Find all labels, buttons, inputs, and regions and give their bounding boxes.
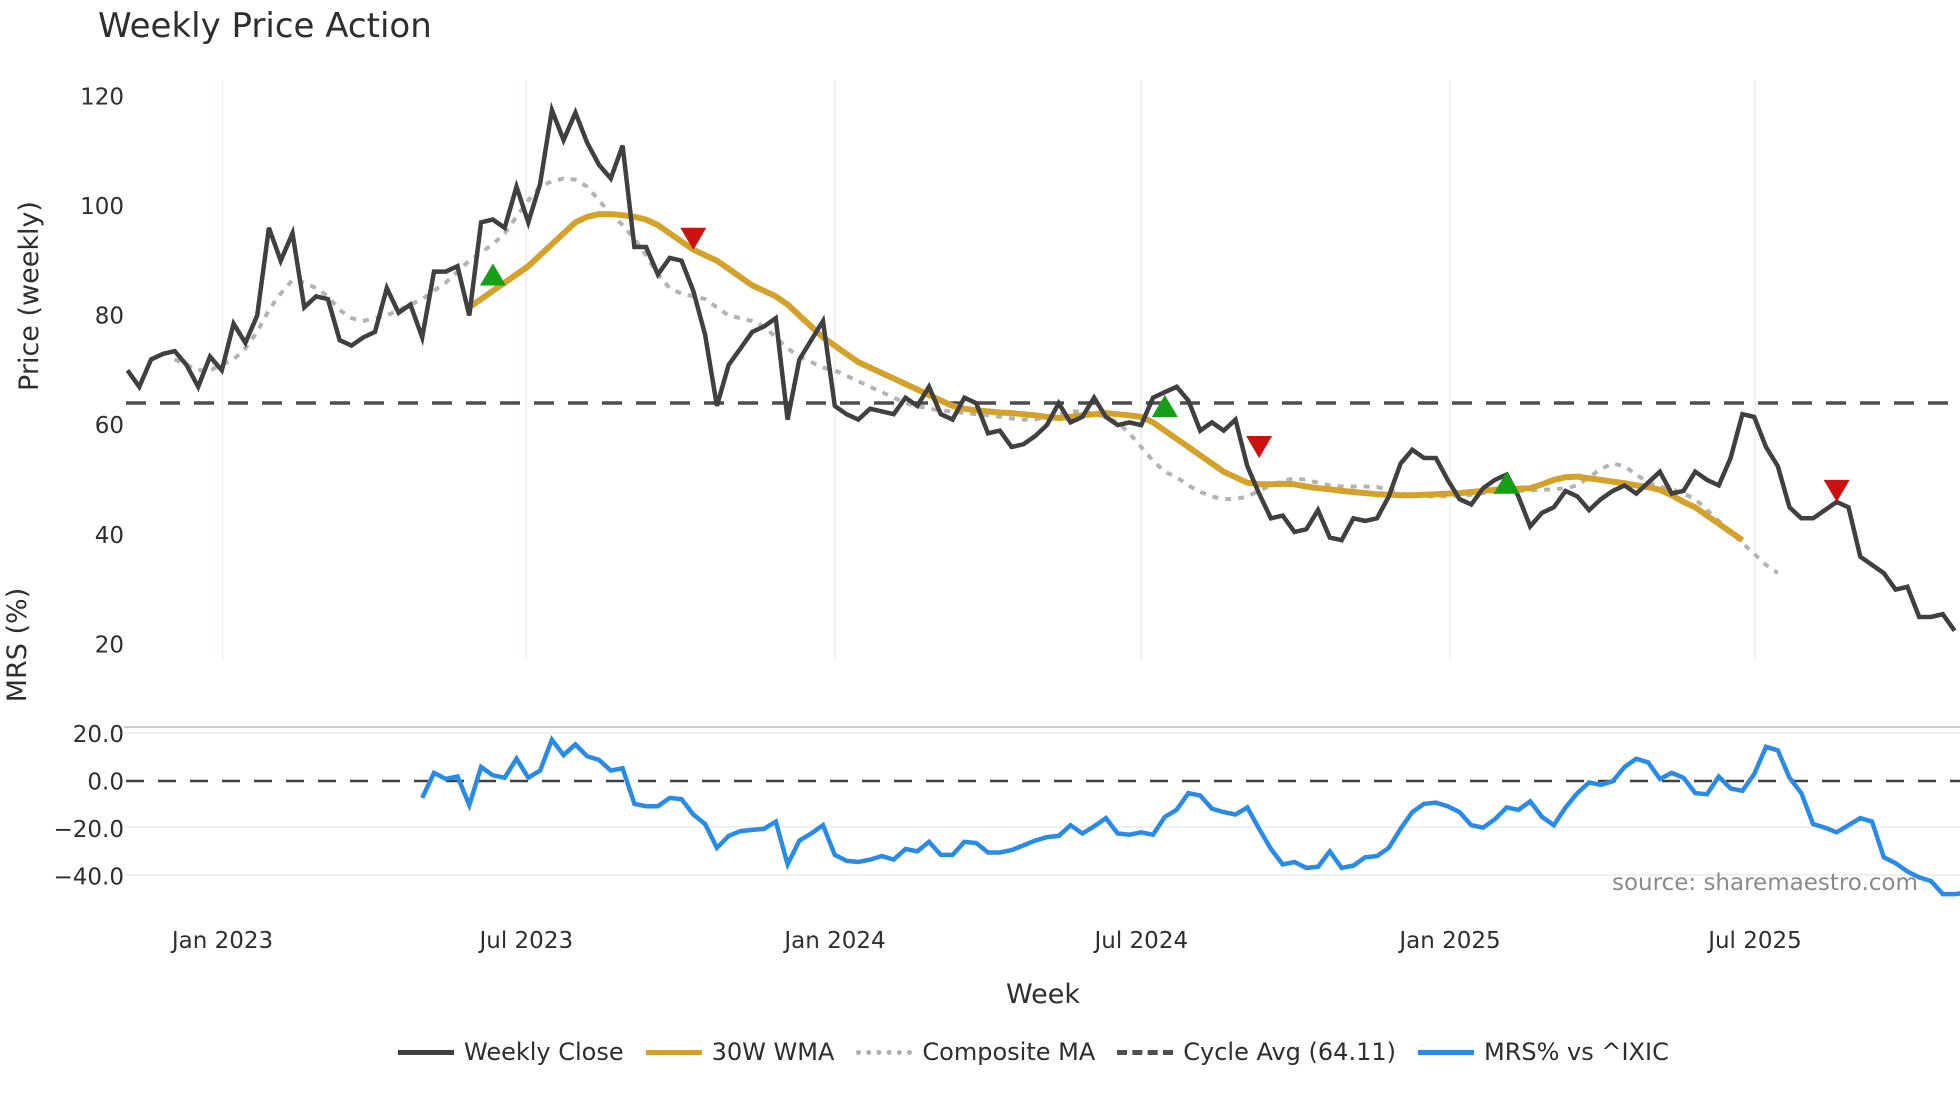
mrs-tick-label: 20.0 bbox=[73, 722, 124, 748]
weekly-close-line bbox=[125, 101, 1957, 633]
price-y-ticks: 120 100 80 60 40 20 bbox=[80, 84, 124, 658]
legend-label: MRS% vs ^IXIC bbox=[1483, 1038, 1669, 1066]
buy-signal-triangle-up-icon bbox=[1493, 471, 1520, 494]
price-tick-label: 20 bbox=[95, 632, 124, 658]
legend-item[interactable]: Weekly Close bbox=[398, 1038, 624, 1066]
legend-swatch-icon bbox=[645, 1049, 702, 1055]
mrs-tick-label: −40.0 bbox=[54, 864, 124, 890]
buy-signal-triangle-up-icon bbox=[1151, 394, 1178, 417]
legend-swatch-icon bbox=[856, 1049, 913, 1055]
buy-signal-triangle-up-icon bbox=[479, 263, 506, 286]
x-tick-label: Jul 2024 bbox=[1092, 928, 1188, 954]
legend-label: Composite MA bbox=[922, 1038, 1096, 1066]
legend-item[interactable]: Composite MA bbox=[856, 1038, 1095, 1066]
mrs-horizontal-gridlines bbox=[124, 726, 1960, 876]
price-tick-label: 80 bbox=[95, 304, 124, 330]
sell-signal-triangle-down-icon bbox=[1246, 436, 1273, 459]
legend-item[interactable]: Cycle Avg (64.11) bbox=[1117, 1038, 1396, 1066]
x-tick-label: Jan 2023 bbox=[170, 928, 273, 954]
mrs-tick-label: −20.0 bbox=[54, 817, 124, 843]
x-axis-ticks: Jan 2023 Jul 2023 Jan 2024 Jul 2024 Jan 2025… bbox=[170, 928, 1802, 954]
price-tick-label: 120 bbox=[80, 84, 124, 110]
mrs-tick-label: 0.0 bbox=[87, 769, 124, 795]
x-axis-title: Week bbox=[1006, 979, 1080, 1010]
legend-swatch-icon bbox=[1117, 1049, 1174, 1055]
x-tick-label: Jan 2025 bbox=[1397, 928, 1500, 954]
x-tick-label: Jul 2023 bbox=[477, 928, 573, 954]
mrs-y-ticks: 20.0 0.0 −20.0 −40.0 bbox=[54, 722, 124, 891]
price-vertical-gridlines bbox=[221, 80, 1756, 660]
price-tick-label: 60 bbox=[95, 413, 124, 439]
x-tick-label: Jan 2024 bbox=[782, 928, 885, 954]
signal-markers bbox=[479, 227, 1850, 502]
composite-ma-line bbox=[173, 176, 1779, 575]
x-tick-label: Jul 2025 bbox=[1706, 928, 1802, 954]
wma-30w-line bbox=[467, 211, 1745, 543]
legend-item[interactable]: 30W WMA bbox=[645, 1038, 835, 1066]
mrs-line bbox=[420, 735, 1960, 897]
price-tick-label: 100 bbox=[80, 194, 124, 220]
price-y-axis-title: Price (weekly) bbox=[14, 201, 45, 391]
legend-label: 30W WMA bbox=[711, 1038, 835, 1066]
legend-item[interactable]: MRS% vs ^IXIC bbox=[1417, 1038, 1669, 1066]
price-tick-label: 40 bbox=[95, 523, 124, 549]
legend-label: Weekly Close bbox=[464, 1038, 624, 1066]
legend-label: Cycle Avg (64.11) bbox=[1183, 1038, 1396, 1066]
legend: Weekly Close 30W WMA Composite MA Cycle Avg… bbox=[398, 1038, 1691, 1066]
sell-signal-triangle-down-icon bbox=[680, 227, 707, 250]
legend-swatch-icon bbox=[1417, 1049, 1474, 1055]
sell-signal-triangle-down-icon bbox=[1823, 479, 1850, 502]
chart-title: Weekly Price Action bbox=[98, 6, 432, 46]
source-note: source: sharemaestro.com bbox=[1612, 870, 1918, 896]
legend-swatch-icon bbox=[398, 1049, 454, 1055]
mrs-y-axis-title: MRS (%) bbox=[2, 588, 33, 703]
